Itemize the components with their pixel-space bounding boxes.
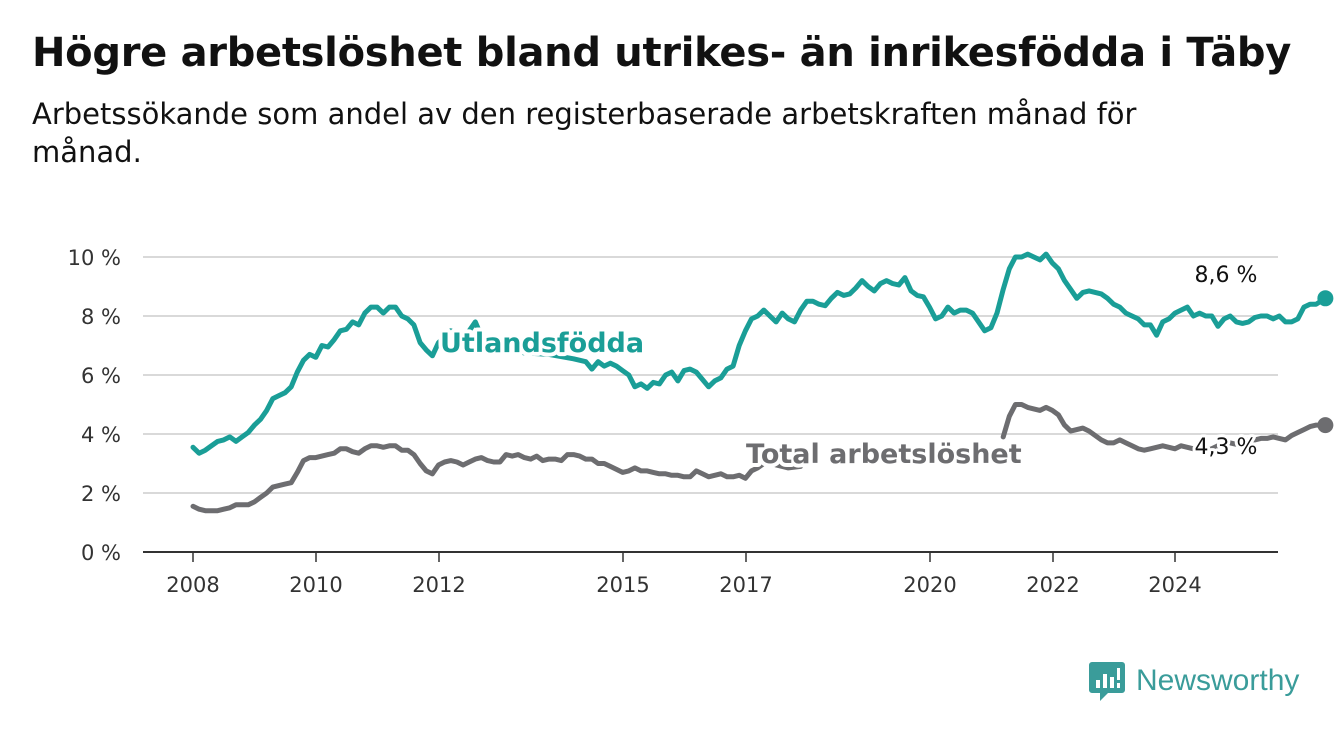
- x-tick-label: 2008: [166, 573, 219, 597]
- end-value-label: 4,3 %: [1195, 435, 1258, 460]
- series-label-utlandsfodda: Utlandsfödda: [440, 328, 644, 359]
- end-value-label-halo: 4,3 %: [1195, 435, 1258, 460]
- series-line-total: [1000, 402, 1328, 453]
- series-label-total-halo: Total arbetslöshet: [746, 439, 1022, 470]
- end-value-label-halo: 8,6 %: [1195, 263, 1258, 288]
- x-tick-label: 2020: [903, 573, 956, 597]
- brand-name: Newsworthy: [1136, 664, 1300, 697]
- y-tick-label: 8 %: [81, 305, 121, 329]
- series-label-utlandsfodda-halo: Utlandsfödda: [440, 328, 644, 359]
- brand-logo: Newsworthy: [1088, 660, 1299, 702]
- chart-subtitle: Arbetssökande som andel av den registerb…: [32, 97, 1137, 169]
- x-tick-label: 2015: [596, 573, 649, 597]
- end-value-label: 8,6 %: [1195, 263, 1258, 288]
- x-tick-label: 2022: [1026, 573, 1079, 597]
- x-tick-label: 2024: [1148, 573, 1201, 597]
- x-tick-label: 2010: [289, 573, 342, 597]
- series-end-point: [1317, 290, 1334, 307]
- y-tick-label: 2 %: [81, 482, 121, 506]
- y-tick-label: 10 %: [68, 246, 121, 270]
- series-label-total: Total arbetslöshet: [746, 439, 1022, 470]
- chart-title: Högre arbetslöshet bland utrikes- än inr…: [32, 30, 1292, 76]
- series-line-utlandsfodda: [190, 251, 1328, 456]
- series-line-total: [190, 443, 804, 514]
- series-end-point: [1317, 417, 1334, 434]
- y-tick-label: 6 %: [81, 364, 121, 388]
- x-tick-label: 2012: [412, 573, 465, 597]
- y-tick-label: 4 %: [81, 423, 121, 447]
- y-tick-label: 0 %: [81, 541, 121, 565]
- x-tick-label: 2017: [719, 573, 772, 597]
- newsworthy-logo-icon: [1089, 662, 1125, 701]
